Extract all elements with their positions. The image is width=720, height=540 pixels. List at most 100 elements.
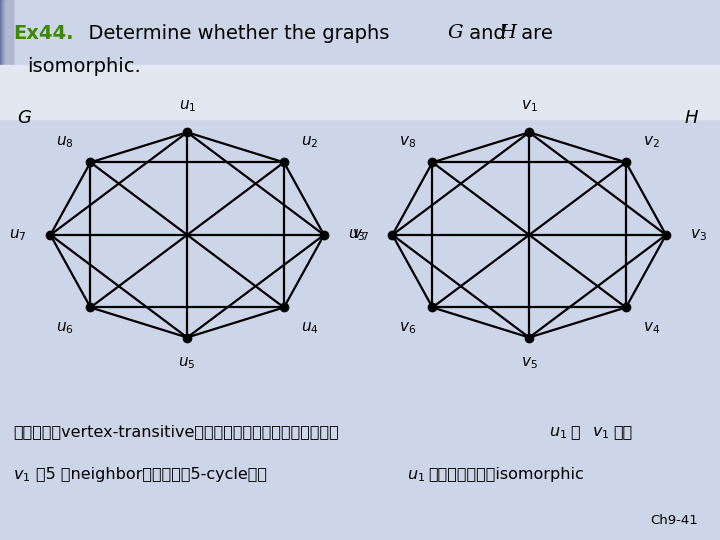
Bar	[2, 0, 9, 70]
Bar	[1, 0, 8, 70]
Bar	[4, 0, 11, 70]
Bar	[0, 0, 6, 70]
Bar	[2, 0, 9, 70]
Bar	[1, 0, 8, 70]
Bar	[3, 0, 9, 70]
Bar	[4, 0, 12, 70]
Text: $v_7$: $v_7$	[352, 227, 369, 243]
Bar	[1, 0, 7, 70]
Bar	[4, 0, 11, 70]
Text: $H$: $H$	[684, 109, 699, 127]
Bar	[3, 0, 9, 70]
Text: 及: 及	[570, 424, 580, 439]
Bar	[2, 0, 9, 70]
Bar	[5, 0, 12, 70]
Text: $v_1$: $v_1$	[592, 424, 609, 441]
Bar	[4, 0, 10, 70]
Bar	[1, 0, 7, 70]
Bar	[5, 0, 12, 70]
Bar	[1, 0, 9, 70]
Bar	[2, 0, 9, 70]
Text: H: H	[500, 24, 517, 42]
Bar	[1, 0, 9, 70]
Text: $u_3$: $u_3$	[348, 227, 365, 243]
Bar	[4, 0, 11, 70]
Bar	[2, 0, 9, 70]
Bar	[6, 0, 13, 70]
Bar	[1, 0, 8, 70]
Bar	[4, 0, 10, 70]
Bar	[3, 0, 10, 70]
Text: $G$: $G$	[17, 109, 32, 127]
Bar	[5, 0, 12, 70]
Bar	[5, 0, 12, 70]
Bar	[3, 0, 9, 70]
Bar	[3, 0, 9, 70]
Text: and: and	[463, 24, 512, 43]
Bar	[6, 0, 12, 70]
Bar	[3, 0, 9, 70]
Bar	[4, 0, 11, 70]
Bar	[6, 0, 12, 70]
Bar	[4, 0, 11, 70]
Bar	[0, 0, 7, 70]
Bar	[4, 0, 10, 70]
Text: Ch9-41: Ch9-41	[651, 514, 698, 526]
Bar	[6, 0, 12, 70]
Text: are: are	[515, 24, 553, 43]
Bar	[4, 0, 11, 70]
Text: Ex44.: Ex44.	[13, 24, 73, 43]
Bar	[5, 0, 12, 70]
Text: isomorphic.: isomorphic.	[27, 57, 141, 76]
Bar	[1, 0, 7, 70]
Bar	[3, 0, 9, 70]
Bar	[4, 0, 12, 70]
Bar	[5, 0, 12, 70]
Text: $v_4$: $v_4$	[643, 320, 660, 336]
Bar	[1, 0, 9, 70]
Bar	[2, 0, 9, 70]
Text: $u_1$: $u_1$	[407, 467, 425, 484]
Bar	[1, 0, 8, 70]
Bar	[1, 0, 7, 70]
Bar	[1, 0, 7, 70]
Bar	[4, 0, 12, 70]
Text: Determine whether the graphs: Determine whether the graphs	[76, 24, 395, 43]
Bar	[1, 0, 8, 70]
Bar	[2, 0, 9, 70]
Bar	[2, 0, 9, 70]
Bar	[5, 0, 12, 70]
Bar	[1, 0, 9, 70]
Bar	[4, 0, 10, 70]
Text: $v_2$: $v_2$	[643, 134, 660, 150]
Text: $u_6$: $u_6$	[56, 320, 73, 336]
Bar	[0, 0, 6, 70]
Bar	[1, 0, 8, 70]
Bar	[4, 0, 10, 70]
Bar	[4, 0, 11, 70]
Bar	[4, 0, 11, 70]
Bar	[3, 0, 9, 70]
Bar	[6, 0, 12, 70]
Bar	[6, 0, 13, 70]
Bar	[1, 0, 8, 70]
Text: $v_1$: $v_1$	[13, 467, 30, 484]
Text: 的5 個neighbor可以連接成5-cycle，但: 的5 個neighbor可以連接成5-cycle，但	[36, 467, 267, 482]
Bar	[6, 0, 12, 70]
Bar	[1, 0, 8, 70]
Bar	[4, 0, 11, 70]
Bar	[4, 0, 11, 70]
Bar	[6, 0, 12, 70]
Bar	[4, 0, 11, 70]
Bar	[3, 0, 10, 70]
Bar	[4, 0, 10, 70]
Bar	[4, 0, 10, 70]
Bar	[3, 0, 9, 70]
Bar	[6, 0, 12, 70]
Text: 的不行，故不是isomorphic: 的不行，故不是isomorphic	[428, 467, 584, 482]
Bar	[6, 0, 12, 70]
Bar	[0, 0, 6, 70]
Bar	[3, 0, 9, 70]
Bar	[5, 0, 12, 70]
Bar	[3, 0, 9, 70]
